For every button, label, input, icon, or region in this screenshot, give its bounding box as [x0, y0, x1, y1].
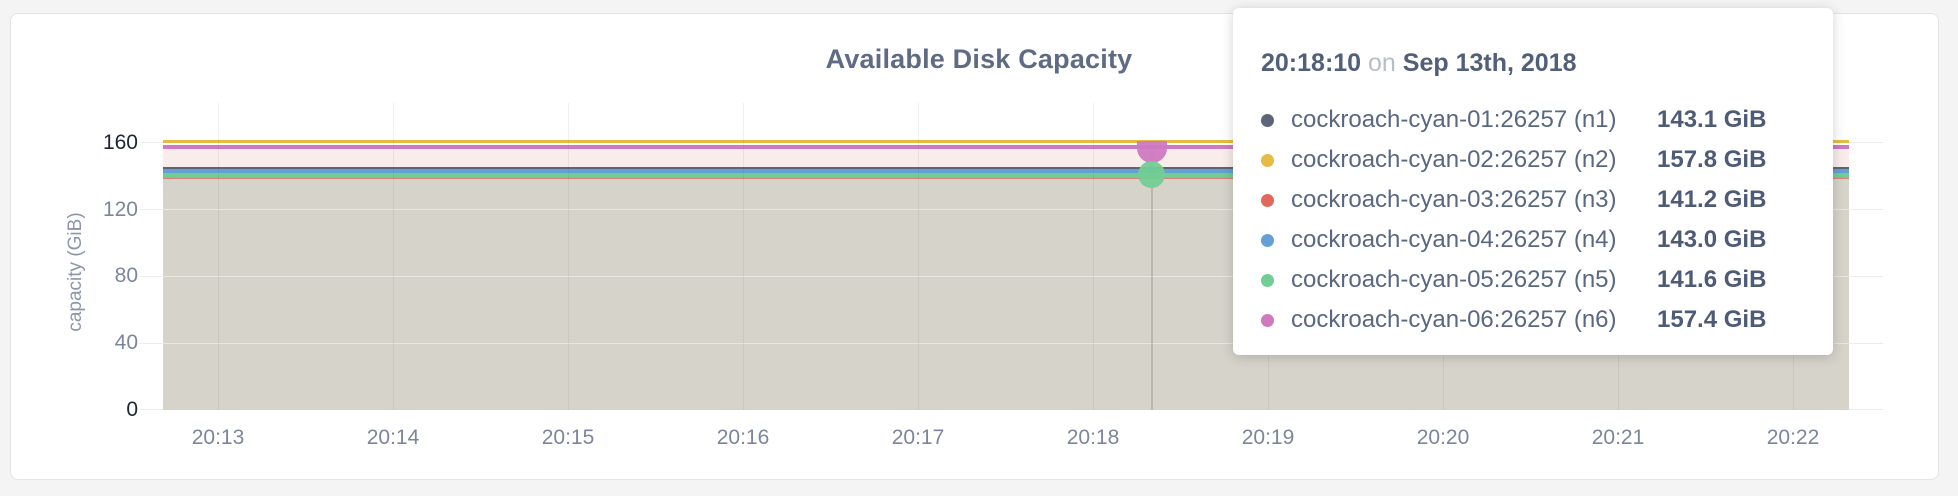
tooltip-row-n2: cockroach-cyan-02:26257 (n2) 157.8 GiB — [1261, 140, 1805, 180]
tooltip-series-name: cockroach-cyan-02:26257 (n2) — [1291, 146, 1617, 173]
y-tick-40: 40 — [114, 331, 138, 354]
tooltip-series-name: cockroach-cyan-05:26257 (n5) — [1291, 266, 1617, 293]
hover-marker-n5[interactable] — [1138, 161, 1165, 188]
x-tick-2022: 20:22 — [1766, 426, 1820, 449]
series-dot-n1-icon — [1261, 113, 1274, 127]
gridline-vertical — [1093, 103, 1094, 410]
series-line-n1[interactable] — [163, 167, 1849, 169]
gridline-vertical — [218, 103, 219, 410]
tooltip-series-value: 143.0 GiB — [1657, 226, 1767, 253]
hover-marker-n6[interactable] — [1137, 141, 1167, 163]
tooltip-series-value: 141.6 GiB — [1657, 266, 1767, 293]
tooltip-series-name: cockroach-cyan-04:26257 (n4) — [1291, 226, 1617, 253]
tooltip-series-value: 143.1 GiB — [1657, 106, 1767, 133]
tooltip-row-n3: cockroach-cyan-03:26257 (n3) 141.2 GiB — [1261, 180, 1805, 220]
tooltip-time: 20:18:10 — [1261, 49, 1362, 77]
x-tick-2013: 20:13 — [191, 426, 245, 449]
tooltip-row-n4: cockroach-cyan-04:26257 (n4) 143.0 GiB — [1261, 220, 1805, 260]
tooltip-series-value: 157.4 GiB — [1657, 306, 1767, 333]
x-tick-2015: 20:15 — [541, 426, 595, 449]
gridline-through-fill — [163, 209, 1849, 210]
series-line-n4[interactable] — [163, 169, 1849, 173]
x-tick-2019: 20:19 — [1241, 426, 1295, 449]
series-line-n6[interactable] — [163, 145, 1849, 149]
tooltip-series-name: cockroach-cyan-06:26257 (n6) — [1291, 306, 1617, 333]
tooltip-series-name: cockroach-cyan-01:26257 (n1) — [1291, 106, 1617, 133]
tooltip-timestamp: 20:18:10 on Sep 13th, 2018 — [1261, 48, 1805, 78]
hover-tooltip: 20:18:10 on Sep 13th, 2018 cockroach-cya… — [1233, 8, 1833, 355]
x-tick-2018: 20:18 — [1066, 426, 1120, 449]
gridline-through-fill — [163, 343, 1849, 344]
tooltip-row-n6: cockroach-cyan-06:26257 (n6) 157.4 GiB — [1261, 300, 1805, 340]
series-dot-n5-icon — [1261, 273, 1274, 287]
series-line-n2[interactable] — [163, 140, 1849, 143]
y-tick-160: 160 — [102, 131, 138, 154]
series-dot-n3-icon — [1261, 193, 1274, 207]
series-dot-n4-icon — [1261, 233, 1274, 247]
gridline-vertical — [743, 103, 744, 410]
chart-title: Available Disk Capacity — [825, 44, 1133, 74]
x-tick-2020: 20:20 — [1416, 426, 1470, 449]
y-tick-0: 0 — [126, 398, 138, 421]
tooltip-conjunction: on — [1368, 49, 1396, 77]
hover-guideline — [1151, 142, 1153, 410]
gridline-vertical — [393, 103, 394, 410]
tooltip-row-n1: cockroach-cyan-01:26257 (n1) 143.1 GiB — [1261, 100, 1805, 140]
series-line-n3[interactable] — [163, 177, 1849, 179]
x-tick-2021: 20:21 — [1591, 426, 1645, 449]
tooltip-series-name: cockroach-cyan-03:26257 (n3) — [1291, 186, 1617, 213]
x-tick-2016: 20:16 — [716, 426, 770, 449]
series-dot-n2-icon — [1261, 153, 1274, 167]
tooltip-row-n5: cockroach-cyan-05:26257 (n5) 141.6 GiB — [1261, 260, 1805, 300]
y-tick-80: 80 — [114, 264, 138, 287]
series-dot-n6-icon — [1261, 313, 1274, 327]
tooltip-date: Sep 13th, 2018 — [1402, 49, 1577, 77]
gridline-vertical — [568, 103, 569, 410]
x-tick-2014: 20:14 — [366, 426, 420, 449]
y-tick-120: 120 — [102, 198, 138, 221]
tooltip-series-value: 157.8 GiB — [1657, 146, 1767, 173]
x-tick-2017: 20:17 — [891, 426, 945, 449]
gridline-through-fill — [163, 276, 1849, 277]
tooltip-series-value: 141.2 GiB — [1657, 186, 1767, 213]
series-line-n5[interactable] — [163, 173, 1849, 177]
gridline-vertical — [918, 103, 919, 410]
